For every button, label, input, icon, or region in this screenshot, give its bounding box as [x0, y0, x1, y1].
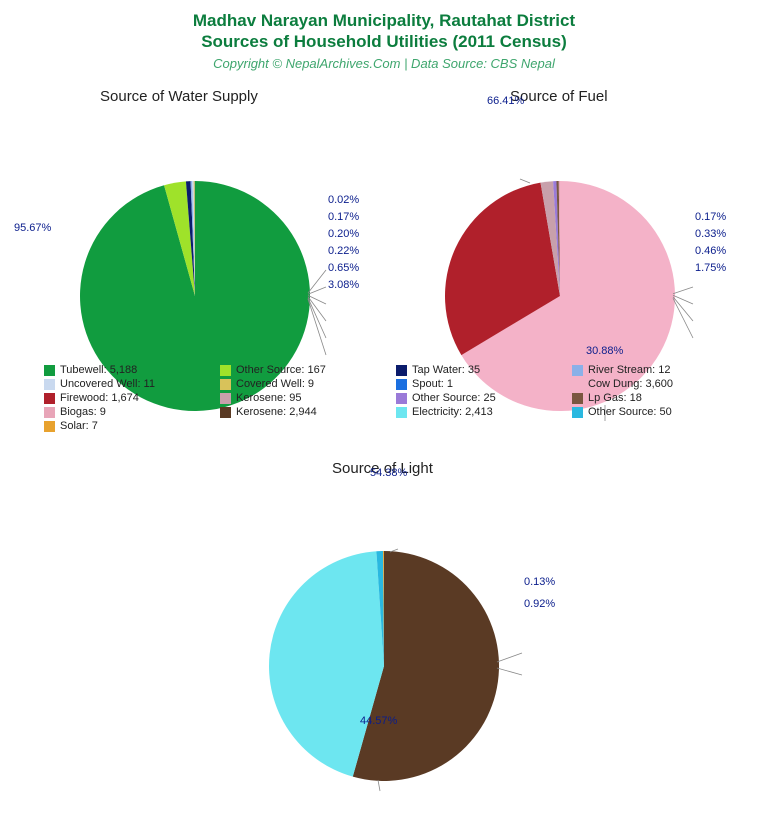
- legend-swatch: [44, 379, 55, 390]
- legend-text: Kerosene: 95: [236, 392, 301, 404]
- legend-text: Biogas: 9: [60, 406, 106, 418]
- legend-swatch: [220, 365, 231, 376]
- percent-label: 95.67%: [14, 222, 51, 234]
- legend-swatch: [396, 393, 407, 404]
- legend-text: Kerosene: 2,944: [236, 406, 317, 418]
- legend-item: Solar: 7: [44, 420, 214, 432]
- legend-swatch: [396, 379, 407, 390]
- percent-label: 3.08%: [328, 279, 359, 291]
- legend-text: Cow Dung: 3,600: [588, 378, 673, 390]
- percent-label: 30.88%: [586, 345, 623, 357]
- legend-item: Other Source: 25: [396, 392, 566, 404]
- leader-line: [308, 270, 326, 293]
- legend-swatch: [44, 365, 55, 376]
- leader-line: [497, 668, 522, 675]
- legend-item: Covered Well: 9: [220, 378, 390, 390]
- legend-text: Tap Water: 35: [412, 364, 480, 376]
- legend-swatch: [572, 365, 583, 376]
- legend-text: River Stream: 12: [588, 364, 671, 376]
- leader-line: [308, 299, 326, 355]
- legend-swatch: [44, 421, 55, 432]
- percent-label: 0.13%: [524, 576, 555, 588]
- percent-label: 0.65%: [328, 262, 359, 274]
- percent-label: 0.02%: [328, 194, 359, 206]
- legend-swatch: [220, 379, 231, 390]
- percent-label: 0.92%: [524, 598, 555, 610]
- percent-label: 66.41%: [487, 95, 524, 107]
- legend-swatch: [44, 407, 55, 418]
- legend-swatch: [220, 393, 231, 404]
- percent-label: 0.20%: [328, 228, 359, 240]
- leader-line: [378, 780, 380, 791]
- leader-line: [673, 298, 693, 338]
- legend-swatch: [396, 407, 407, 418]
- percent-label: 54.38%: [370, 467, 407, 479]
- legend-item: Tap Water: 35: [396, 364, 566, 376]
- percent-label: 1.75%: [695, 262, 726, 274]
- legend-item: Cow Dung: 3,600: [572, 378, 742, 390]
- legend-swatch: [44, 393, 55, 404]
- title-line-1: Madhav Narayan Municipality, Rautahat Di…: [0, 10, 768, 31]
- legend-text: Other Source: 50: [588, 406, 672, 418]
- legend-swatch: [572, 379, 583, 390]
- pie-light: [269, 551, 499, 781]
- leader-line: [673, 287, 693, 294]
- legend-item: Kerosene: 2,944: [220, 406, 390, 418]
- copyright-line: Copyright © NepalArchives.Com | Data Sou…: [0, 56, 768, 71]
- percent-label: 0.17%: [695, 211, 726, 223]
- leader-line: [308, 287, 326, 294]
- percent-label: 0.17%: [328, 211, 359, 223]
- leader-line: [497, 653, 522, 662]
- legend-item: River Stream: 12: [572, 364, 742, 376]
- percent-label: 0.33%: [695, 228, 726, 240]
- legend-swatch: [396, 365, 407, 376]
- legend-swatch: [572, 393, 583, 404]
- legend-text: Firewood: 1,674: [60, 392, 139, 404]
- page-title: Madhav Narayan Municipality, Rautahat Di…: [0, 0, 768, 53]
- percent-label: 0.22%: [328, 245, 359, 257]
- legend-swatch: [572, 407, 583, 418]
- legend-item: Electricity: 2,413: [396, 406, 566, 418]
- legend-item: Other Source: 50: [572, 406, 742, 418]
- legend-text: Spout: 1: [412, 378, 453, 390]
- legend-item: Spout: 1: [396, 378, 566, 390]
- leader-line: [520, 179, 530, 183]
- legend-item: Tubewell: 5,188: [44, 364, 214, 376]
- legend-text: Lp Gas: 18: [588, 392, 642, 404]
- legend-text: Solar: 7: [60, 420, 98, 432]
- legend-item: Kerosene: 95: [220, 392, 390, 404]
- legend-item: Lp Gas: 18: [572, 392, 742, 404]
- legend-text: Uncovered Well: 11: [60, 378, 155, 390]
- title-line-2: Sources of Household Utilities (2011 Cen…: [0, 31, 768, 52]
- legend-text: Other Source: 167: [236, 364, 326, 376]
- legend: Tubewell: 5,188 Other Source: 167 Tap Wate…: [44, 364, 742, 432]
- legend-text: Covered Well: 9: [236, 378, 314, 390]
- percent-label: 44.57%: [360, 715, 397, 727]
- legend-item: Firewood: 1,674: [44, 392, 214, 404]
- legend-swatch: [220, 407, 231, 418]
- legend-item: Other Source: 167: [220, 364, 390, 376]
- legend-item: Biogas: 9: [44, 406, 214, 418]
- percent-label: 0.46%: [695, 245, 726, 257]
- leader-line: [673, 295, 693, 304]
- legend-text: Other Source: 25: [412, 392, 496, 404]
- legend-item: Uncovered Well: 11: [44, 378, 214, 390]
- legend-text: Electricity: 2,413: [412, 406, 493, 418]
- legend-text: Tubewell: 5,188: [60, 364, 137, 376]
